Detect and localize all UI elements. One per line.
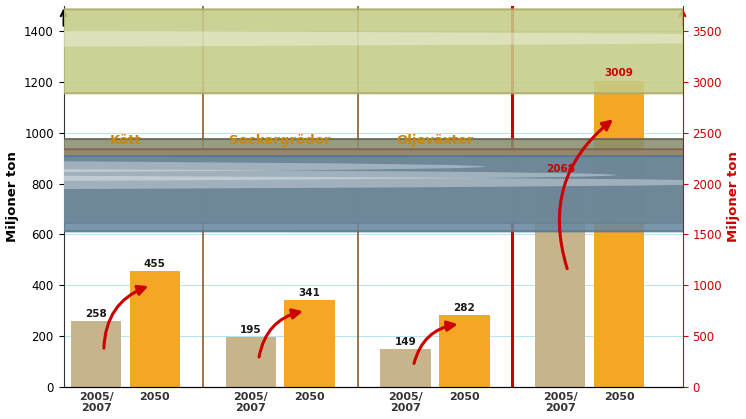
Circle shape: [0, 149, 746, 223]
Y-axis label: Miljoner ton: Miljoner ton: [727, 151, 741, 242]
Text: 341: 341: [298, 288, 321, 298]
Circle shape: [0, 27, 746, 50]
Circle shape: [0, 155, 485, 178]
Circle shape: [0, 165, 617, 185]
Text: 455: 455: [144, 259, 166, 269]
Bar: [226, 337, 276, 387]
Circle shape: [0, 9, 746, 93]
Bar: [71, 321, 121, 387]
Text: 258: 258: [85, 309, 107, 319]
Text: 149: 149: [395, 336, 416, 347]
Circle shape: [0, 156, 746, 231]
Bar: [130, 271, 180, 387]
Text: 3009: 3009: [605, 68, 633, 78]
Y-axis label: Miljoner ton: Miljoner ton: [5, 151, 19, 242]
Text: Sockergrödor: Sockergrödor: [230, 134, 331, 147]
Bar: [535, 177, 586, 387]
Bar: [594, 81, 645, 387]
Text: 2068: 2068: [546, 164, 575, 174]
Text: Oljeväxter: Oljeväxter: [396, 134, 474, 147]
Bar: [284, 300, 335, 387]
Bar: [439, 315, 489, 387]
Text: 195: 195: [240, 325, 262, 335]
Circle shape: [0, 172, 746, 193]
Circle shape: [0, 139, 746, 218]
Text: 282: 282: [454, 303, 475, 313]
Text: Kött: Kött: [110, 134, 141, 147]
Bar: [380, 349, 430, 387]
